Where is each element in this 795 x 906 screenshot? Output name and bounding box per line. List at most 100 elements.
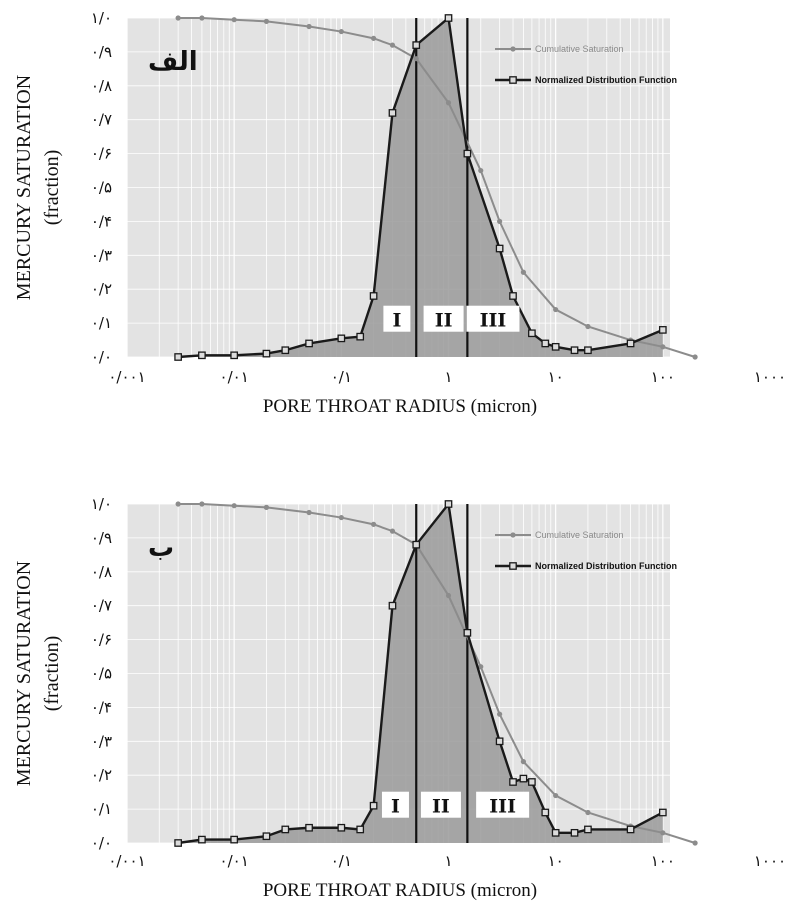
- data-point-0: [175, 15, 181, 21]
- y-tick-label: ۰/۶: [91, 145, 112, 163]
- y-tick-label: ۰/۹: [91, 43, 112, 61]
- y-tick-label: ۰/۲: [91, 280, 112, 298]
- legend-label-cumulative: Cumulative Saturation: [535, 530, 624, 540]
- data-point-1: [412, 540, 421, 549]
- data-point-1: [509, 778, 517, 786]
- x-tick-label: ۱۰: [548, 368, 564, 386]
- data-point-1: [230, 351, 239, 360]
- x-tick-label: ۰/۱: [331, 368, 352, 386]
- y-tick-label: ۰/۲: [91, 766, 112, 784]
- y-tick-label: ۰/۴: [91, 698, 112, 716]
- data-point-1: [230, 835, 239, 844]
- data-point-1: [444, 500, 453, 508]
- data-point-0: [370, 521, 377, 527]
- x-tick-label: ۱۰۰۰: [754, 368, 786, 386]
- data-point-0: [389, 42, 396, 48]
- region-label: I: [392, 310, 401, 332]
- data-point-1: [369, 292, 378, 300]
- data-point-1: [356, 332, 365, 341]
- area-fill-distribution: [178, 18, 663, 357]
- data-point-0: [585, 323, 591, 330]
- data-point-1: [551, 828, 560, 837]
- data-point-0: [199, 15, 205, 21]
- x-axis-title: PORE THROAT RADIUS (micron): [263, 880, 537, 901]
- series-line-1: [178, 15, 664, 359]
- y-tick-label: ۰/۰: [91, 834, 112, 852]
- data-point-1: [495, 244, 504, 253]
- region-label-box: [420, 791, 461, 818]
- series-line-0: [178, 503, 696, 844]
- data-point-0: [231, 503, 237, 509]
- y-axis-unit: (fraction): [41, 150, 63, 226]
- data-point-1: [541, 808, 550, 817]
- y-tick-label: ۰/۸: [91, 563, 112, 581]
- y-axis-unit: (fraction): [41, 636, 63, 712]
- data-point-1: [509, 292, 517, 300]
- data-point-0: [389, 528, 396, 534]
- data-point-1: [174, 839, 182, 847]
- region-label-box: [476, 791, 530, 818]
- region-label-box: [383, 305, 411, 332]
- legend-marker-distribution: [509, 562, 517, 570]
- data-point-0: [445, 592, 452, 599]
- region-label: II: [432, 796, 450, 818]
- data-point-0: [692, 354, 698, 360]
- data-point-0: [306, 509, 312, 516]
- data-point-1: [541, 339, 550, 348]
- y-tick-label: ۰/۳: [91, 246, 112, 264]
- x-tick-label: ۱: [444, 852, 452, 870]
- data-point-1: [198, 835, 206, 844]
- legend-label-distribution: Normalized Distribution Function: [535, 561, 677, 571]
- y-tick-label: ۰/۳: [91, 732, 112, 750]
- x-tick-label: ۱۰: [548, 852, 564, 870]
- y-tick-label: ۱/۰: [91, 495, 112, 513]
- legend-marker-cumulative: [510, 532, 516, 538]
- series-line-0: [178, 17, 696, 358]
- data-point-1: [584, 346, 592, 355]
- x-tick-label: ۰/۰۰۱: [108, 852, 145, 870]
- data-point-1: [388, 601, 397, 610]
- data-point-0: [175, 501, 181, 507]
- data-point-1: [337, 334, 346, 343]
- data-point-0: [338, 514, 344, 521]
- region-label-box: [423, 305, 464, 332]
- data-point-1: [463, 149, 472, 158]
- data-point-1: [174, 353, 182, 361]
- data-point-1: [658, 326, 667, 334]
- data-point-0: [660, 830, 666, 836]
- y-tick-label: ۱/۰: [91, 9, 112, 27]
- data-point-0: [553, 792, 559, 799]
- y-tick-label: ۰/۸: [91, 77, 112, 95]
- data-point-0: [370, 35, 377, 41]
- legend-label-cumulative: Cumulative Saturation: [535, 44, 624, 54]
- x-tick-label: ۱: [444, 368, 452, 386]
- panel-label: ب: [148, 533, 174, 563]
- data-point-0: [497, 711, 503, 717]
- region-label: I: [391, 796, 400, 818]
- data-point-0: [263, 504, 270, 510]
- data-point-0: [478, 664, 484, 670]
- data-point-1: [495, 737, 504, 746]
- region-label: II: [435, 310, 453, 332]
- region-label-box: [466, 305, 520, 332]
- y-tick-label: ۰/۴: [91, 212, 112, 230]
- x-tick-label: ۰/۰۱: [220, 368, 249, 386]
- y-tick-label: ۰/۵: [91, 665, 112, 683]
- data-point-0: [338, 28, 344, 35]
- data-point-1: [528, 329, 536, 338]
- data-point-1: [658, 808, 667, 817]
- x-tick-label: ۱۰۰۰: [754, 852, 786, 870]
- data-point-1: [198, 351, 206, 360]
- data-point-1: [262, 832, 271, 841]
- x-tick-label: ۱۰۰: [651, 852, 675, 870]
- data-point-1: [570, 828, 579, 837]
- data-point-0: [692, 840, 698, 846]
- data-point-0: [445, 100, 452, 106]
- data-point-0: [585, 809, 591, 816]
- data-point-0: [520, 759, 527, 765]
- x-tick-label: ۱۰۰: [651, 368, 675, 386]
- data-point-1: [388, 109, 397, 117]
